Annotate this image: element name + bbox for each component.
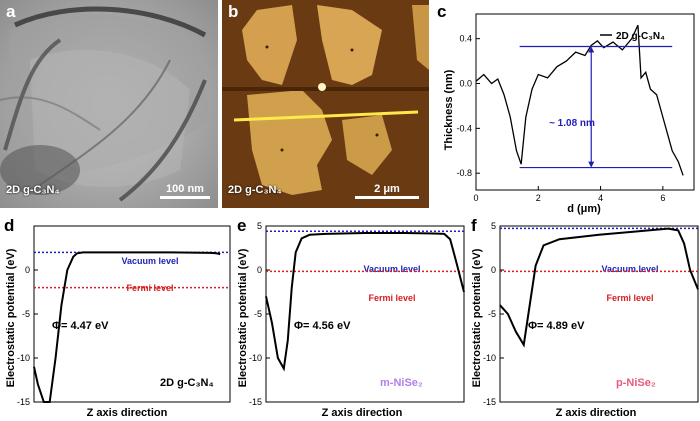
tem-image-graphic [0,0,218,208]
scale-bar-a: 100 nm [160,183,210,199]
ytick-label-e: 0 [257,265,262,275]
fermi-label-e: Fermi level [368,293,415,303]
ytick-label-c: -0.8 [456,168,472,178]
ytick-label-c: -0.4 [456,123,472,133]
xlabel-c: d (μm) [567,203,601,215]
ytick-label-d: 0 [25,265,30,275]
vacuum-label-f: Vacuum level [601,264,658,274]
ytick-label-e: -15 [249,397,262,407]
ytick-label-f: -5 [488,309,496,319]
plot-frame-c [475,13,695,191]
scale-label-b: 2 μm [374,183,400,195]
ytick-label-f: 5 [491,221,496,231]
afm-image-graphic [222,0,429,208]
ytick-label-d: -10 [17,353,30,363]
material-label-e: m-NiSe₂ [380,377,423,389]
ytick-label-d: -5 [22,309,30,319]
vacuum-label-d: Vacuum level [121,256,178,266]
panel-b: b 2D g-C₃N₄ 2 μm [222,0,429,208]
potential-curve-f [499,227,699,348]
xlabel-e: Z axis direction [322,407,403,419]
xtick-label-c: 0 [473,193,478,203]
material-label-f: p-NiSe₂ [616,377,656,389]
series-line-c [475,24,684,176]
ytick-label-e: -5 [254,309,262,319]
potential-curve-d [33,251,221,403]
ytick-label-f: 0 [491,265,496,275]
material-label-d: 2D g-C₃N₄ [160,377,214,389]
ylabel-f: Electrostatic potential (eV) [471,248,483,387]
ytick-label-f: -15 [483,397,496,407]
ytick-label-d: -15 [17,397,30,407]
fermi-label-f: Fermi level [606,293,653,303]
phi-label-e: Φ= 4.56 eV [294,320,351,332]
profile-line [233,110,419,122]
afm-image [222,0,429,208]
ylabel-c: Thickness (nm) [443,69,455,150]
xtick-label-c: 2 [536,193,541,203]
panel-letter-b: b [228,2,239,21]
potential-chart-f: Electrostatic potential (eV) Z axis dire… [471,221,699,419]
scale-label-a: 100 nm [166,183,204,195]
tem-image [0,0,218,208]
potential-chart-d: Electrostatic potential (eV) Z axis dire… [5,225,231,419]
ylabel-d: Electrostatic potential (eV) [5,248,17,387]
scale-line-b [355,196,419,199]
potential-chart-e: Electrostatic potential (eV) Z axis dire… [237,221,465,419]
panel-letter-a: a [6,2,16,21]
xlabel-d: Z axis direction [87,407,168,419]
sample-label-b: 2D g-C₃N₄ [228,184,282,196]
scale-line-a [160,196,210,199]
panel-letter-d: d [4,216,15,235]
panel-letter-c: c [437,2,447,21]
phi-label-d: Φ= 4.47 eV [52,320,109,332]
panel-letter-f: f [471,216,477,235]
phi-label-f: Φ= 4.89 eV [528,320,585,332]
annotation-c: ~ 1.08 nm [549,118,595,129]
height-profile-chart: Thickness (nm) d (μm) 2D g-C₃N₄ ~ 1.08 n… [443,13,695,215]
sample-label-a: 2D g-C₃N₄ [6,184,60,196]
xlabel-f: Z axis direction [556,407,637,419]
arrow-head-down-c [588,161,595,168]
vacuum-label-e: Vacuum level [363,264,420,274]
xtick-label-c: 6 [660,193,665,203]
plot-frame-f [499,225,699,403]
ytick-label-e: -10 [249,353,262,363]
xtick-label-c: 4 [598,193,603,203]
ylabel-e: Electrostatic potential (eV) [237,248,249,387]
legend-label-c: 2D g-C₃N₄ [616,31,665,42]
ytick-label-f: -10 [483,353,496,363]
ytick-label-c: 0.4 [459,34,472,44]
panel-a: a 2D g-C₃N₄ 100 nm [0,0,218,208]
ytick-label-e: 5 [257,221,262,231]
potential-curve-e [265,232,465,372]
arrow-head-up-c [588,46,595,53]
panel-letter-e: e [237,216,247,235]
scale-bar-b: 2 μm [355,183,419,199]
ytick-label-c: 0.0 [459,79,472,89]
